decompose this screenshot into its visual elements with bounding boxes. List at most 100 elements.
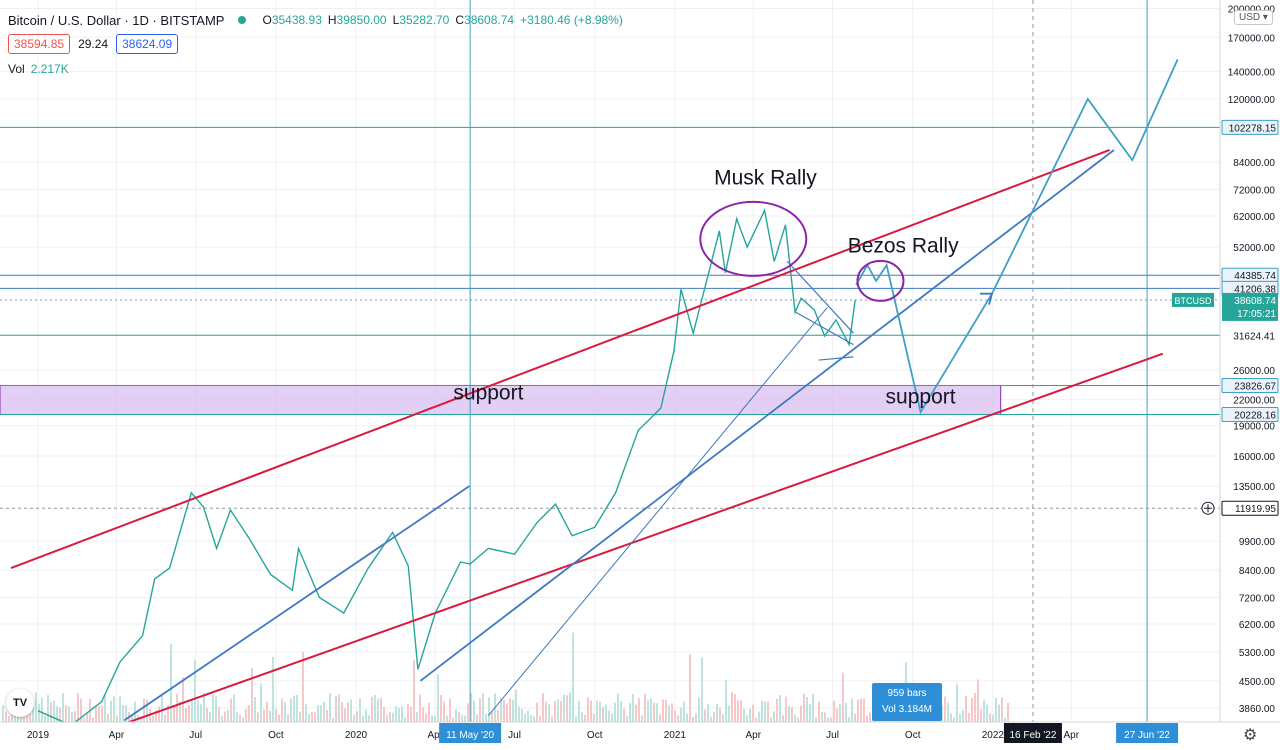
volume-bar xyxy=(545,701,547,722)
volume-bar xyxy=(338,694,340,722)
volume-bar xyxy=(485,713,487,722)
bid-price-button[interactable]: 38594.85 xyxy=(8,34,71,54)
volume-bar xyxy=(821,711,823,722)
volume-bar xyxy=(314,712,316,722)
symbol-tag-bg xyxy=(1172,292,1214,307)
volume-bar xyxy=(689,654,691,722)
volume-bar xyxy=(983,699,985,722)
volume-bar xyxy=(686,713,688,722)
volume-bar xyxy=(956,684,958,722)
time-marker-label: 16 Feb '22 xyxy=(1009,730,1056,741)
y-tick-label: 52000.00 xyxy=(1233,243,1275,254)
volume-bar xyxy=(776,698,778,722)
volume-bar xyxy=(482,692,484,722)
volume-bar xyxy=(563,694,565,722)
volume-bar xyxy=(944,696,946,722)
time-marker-bg xyxy=(1003,723,1062,743)
volume-bar xyxy=(167,705,169,722)
y-tick-label: 140000.00 xyxy=(1228,68,1276,79)
settings-gear-icon[interactable]: ⚙ xyxy=(1243,727,1258,744)
volume-bar xyxy=(347,702,349,722)
tradingview-logo-icon[interactable]: TV xyxy=(6,689,34,717)
volume-bar xyxy=(797,717,799,722)
currency-select[interactable]: USD ▾ xyxy=(1234,10,1273,25)
volume-value: 2.217K xyxy=(30,62,69,76)
time-marker-label: 11 May '20 xyxy=(446,730,494,741)
volume-bar xyxy=(449,698,451,722)
volume-bar xyxy=(530,715,532,722)
volume-bar xyxy=(635,704,637,722)
volume-bar xyxy=(434,715,436,722)
volume-bar xyxy=(659,714,661,722)
volume-bar xyxy=(308,713,310,722)
volume-bar xyxy=(104,694,106,722)
volume-bar xyxy=(734,694,736,722)
volume-bar xyxy=(536,702,538,722)
volume-bar xyxy=(725,679,727,722)
annotation-label: Musk Rally xyxy=(714,167,817,190)
volume-bar xyxy=(320,705,322,722)
volume-bar xyxy=(77,692,79,722)
price-label-box xyxy=(1221,119,1279,135)
volume-bar xyxy=(602,706,604,722)
volume-bar xyxy=(344,708,346,722)
volume-bar xyxy=(329,693,331,722)
volume-bar xyxy=(335,695,337,722)
volume-bar xyxy=(113,696,115,722)
trend-line xyxy=(488,307,828,716)
volume-bar xyxy=(587,697,589,722)
volume-bar xyxy=(257,712,259,722)
volume-bar xyxy=(164,714,166,722)
volume-bar xyxy=(62,693,64,722)
volume-bar xyxy=(809,703,811,722)
volume-bar xyxy=(311,711,313,722)
volume-bar xyxy=(302,651,304,722)
volume-bar xyxy=(470,693,472,722)
x-tick-label: Jul xyxy=(826,730,839,741)
x-tick-label: 2022 xyxy=(982,730,1005,741)
volume-bar xyxy=(458,712,460,722)
ask-price-button[interactable]: 38624.09 xyxy=(116,34,179,54)
volume-bar xyxy=(1001,697,1003,722)
volume-bar xyxy=(1007,703,1009,722)
volume-bar xyxy=(647,700,649,722)
volume-bar xyxy=(542,693,544,722)
volume-bar xyxy=(620,700,622,722)
volume-bar xyxy=(833,700,835,722)
ohlc-close: C38608.74 xyxy=(455,13,515,27)
volume-bar xyxy=(407,703,409,722)
volume-bar xyxy=(824,712,826,722)
volume-bar xyxy=(518,706,520,722)
y-tick-label: 19000.00 xyxy=(1233,422,1275,433)
volume-bar xyxy=(71,711,73,722)
volume-bar xyxy=(704,709,706,722)
volume-bar xyxy=(134,701,136,722)
symbol-title[interactable]: Bitcoin / U.S. Dollar · 1D · BITSTAMP xyxy=(8,12,225,28)
volume-bar xyxy=(971,698,973,722)
volume-bar xyxy=(827,717,829,722)
volume-bar xyxy=(359,698,361,722)
volume-bar xyxy=(107,713,109,722)
volume-bar xyxy=(209,711,211,722)
volume-bar xyxy=(578,700,580,722)
volume-bar xyxy=(431,715,433,722)
volume-bar xyxy=(506,703,508,722)
volume-bar xyxy=(749,708,751,722)
volume-bar xyxy=(212,694,214,722)
x-tick-label: Oct xyxy=(587,730,603,741)
price-label: 102278.15 xyxy=(1229,123,1277,134)
volume-bar xyxy=(5,711,7,722)
volume-bar xyxy=(671,703,673,722)
volume-bar xyxy=(23,716,25,722)
volume-bar xyxy=(842,672,844,722)
volume-bar xyxy=(182,677,184,722)
volume-bar xyxy=(554,700,556,722)
volume-bar xyxy=(674,710,676,722)
x-tick-label: Oct xyxy=(268,730,284,741)
y-tick-label: 72000.00 xyxy=(1233,186,1275,197)
volume-bar xyxy=(383,706,385,722)
volume-bar xyxy=(116,715,118,722)
y-tick-label: 7200.00 xyxy=(1239,594,1276,605)
x-tick-label: Apr xyxy=(428,730,444,741)
